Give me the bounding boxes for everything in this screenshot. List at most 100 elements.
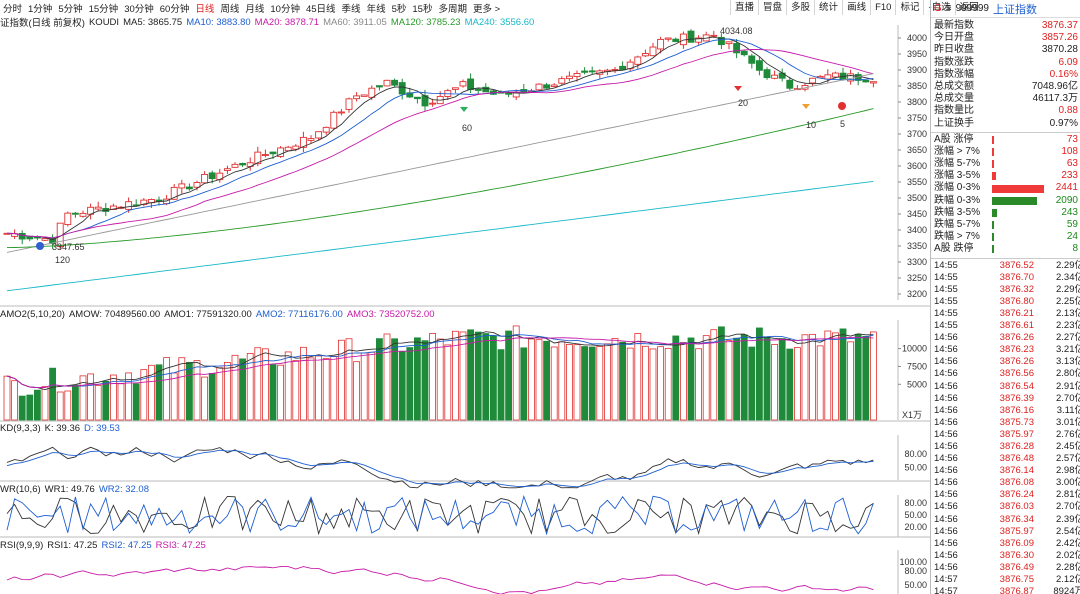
- tick-amount: 2.91亿: [1056, 380, 1080, 392]
- amo-header: AMO2(5,10,20) AMOW: 70489560.00 AMO1: 77…: [0, 309, 435, 320]
- tick-amount: 2.57亿: [1056, 453, 1080, 465]
- menu-icon[interactable]: ≡: [945, 3, 952, 14]
- price-axis-label: 3800: [907, 97, 927, 107]
- volume-bar: [155, 364, 163, 421]
- period-tab[interactable]: 45日线: [305, 3, 336, 15]
- volume-bar: [429, 333, 437, 421]
- price-axis-label: 3950: [907, 49, 927, 59]
- tick-price: 3876.34: [999, 513, 1034, 525]
- breadth-bar: [992, 135, 994, 144]
- period-tab[interactable]: 多周期: [438, 3, 467, 15]
- breadth-bar: [992, 160, 994, 169]
- volume-bar: [49, 367, 56, 421]
- tick-row: 14:56 3876.54 2.91亿: [931, 381, 1080, 393]
- period-tab[interactable]: 15分钟: [88, 3, 119, 15]
- breadth-label: 涨幅 0-3%: [934, 182, 981, 194]
- breadth-row: 涨幅 0-3% 2441: [931, 182, 1080, 194]
- breadth-count: 8: [1072, 243, 1078, 255]
- period-tab[interactable]: 5分钟: [58, 3, 83, 15]
- toolbar-button[interactable]: 返回: [954, 0, 983, 15]
- period-tab-bar: 分时 1分钟 5分钟 15分钟 30分钟 60分钟 日线 周线 月线 10分钟 45日线 季线 年线 5秒…: [0, 0, 930, 15]
- candle: [94, 206, 102, 210]
- candle: [406, 92, 414, 98]
- tick-row: 14:56 3876.49 2.28亿: [931, 562, 1080, 574]
- candle: [824, 74, 832, 80]
- tick-row: 14:56 3875.97 2.76亿: [931, 429, 1080, 441]
- toolbar-button[interactable]: F10: [870, 0, 895, 15]
- price-axis-label: 3750: [907, 113, 927, 123]
- rsi-title: RSI(9,9,9): [0, 540, 44, 551]
- period-tab[interactable]: 60分钟: [159, 3, 190, 15]
- amo-axis-label: 10000: [902, 344, 927, 354]
- chart-canvas[interactable]: 4000 3950 3900 3850 3800 3750 3700 3650 3600 3550…: [0, 0, 930, 594]
- breadth-bar: [992, 147, 994, 156]
- candle: [755, 60, 763, 71]
- volume-bar: [702, 335, 710, 421]
- tick-row: 14:56 3876.26 2.27亿: [931, 332, 1080, 344]
- candle: [292, 145, 300, 150]
- volume-bar: [763, 337, 771, 421]
- period-tab[interactable]: 年线: [366, 3, 386, 15]
- candle: [695, 37, 703, 43]
- signal-diamond-icon: [802, 104, 810, 109]
- amo2-line: [6, 334, 874, 389]
- tick-row: 14:56 3876.26 3.13亿: [931, 356, 1080, 368]
- candle: [284, 146, 292, 152]
- volume-bar: [626, 347, 634, 421]
- quote-label: 总成交额: [934, 80, 974, 92]
- amo-axis-label: 5000: [907, 379, 927, 389]
- quote-label: 上证换手: [934, 117, 974, 129]
- low-price-label: 3347.65: [52, 242, 85, 252]
- quote-label: 指数量比: [934, 105, 974, 117]
- tick-row: 14:57 3876.75 2.12亿: [931, 574, 1080, 586]
- volume-bar: [794, 347, 801, 421]
- toolbar-button[interactable]: 标记: [895, 0, 923, 15]
- tick-price: 3876.09: [999, 537, 1034, 549]
- tick-time: 14:56: [934, 356, 958, 368]
- quote-row: 最新指数 3876.37: [931, 20, 1080, 32]
- period-tab[interactable]: 30分钟: [124, 3, 154, 15]
- period-tab[interactable]: 月线: [245, 3, 265, 15]
- period-tab[interactable]: 10分钟: [270, 3, 300, 15]
- amow-value: AMOW: 70489560.00: [68, 309, 161, 320]
- quote-label: 今日开盘: [934, 32, 974, 44]
- tick-time: 14:56: [934, 549, 958, 561]
- rsi-axis-label: 50.00: [904, 580, 927, 590]
- volume-bar: [543, 340, 550, 421]
- period-tab[interactable]: 1分钟: [28, 3, 53, 15]
- toolbar-button[interactable]: 冒盘: [758, 0, 786, 15]
- period-tab[interactable]: 季线: [341, 3, 361, 15]
- volume-bar: [223, 362, 231, 421]
- volume-bar: [269, 364, 277, 421]
- toolbar-button[interactable]: 多股: [786, 0, 814, 15]
- tick-row: 14:56 3875.73 3.01亿: [931, 417, 1080, 429]
- period-tab[interactable]: 15秒: [412, 3, 433, 15]
- volume-bar: [444, 344, 452, 421]
- volume-bar: [185, 361, 193, 421]
- toolbar-button[interactable]: 画线: [842, 0, 870, 15]
- volume-bar: [56, 391, 64, 421]
- period-tab[interactable]: 更多 >: [472, 3, 501, 15]
- tick-amount: 2.80亿: [1056, 368, 1080, 380]
- tick-row: 14:56 3875.97 2.54亿: [931, 526, 1080, 538]
- period-tab[interactable]: 日线: [195, 3, 215, 15]
- tick-amount: 2.54亿: [1056, 525, 1080, 537]
- toolbar-button[interactable]: 统计: [814, 0, 842, 15]
- period-tab[interactable]: 周线: [220, 3, 240, 15]
- period-tab[interactable]: 5秒: [391, 3, 407, 15]
- volume-bar: [102, 380, 110, 421]
- toolbar-button[interactable]: -自选: [923, 0, 954, 15]
- marker-5: 5: [840, 119, 845, 129]
- price-axis-label: 3300: [907, 257, 927, 267]
- tick-amount: 2.25亿: [1056, 295, 1080, 307]
- candle: [664, 37, 672, 40]
- tick-time: 14:56: [934, 453, 958, 465]
- price-axis-label: 3450: [907, 209, 927, 219]
- volume-bar: [870, 331, 877, 421]
- tick-time: 14:55: [934, 320, 958, 332]
- volume-bar: [18, 395, 26, 421]
- volume-bar: [520, 347, 528, 421]
- tick-list[interactable]: 14:55 3876.52 2.29亿 14:55 3876.70 2.34亿 14:55 3…: [931, 257, 1080, 594]
- toolbar-button[interactable]: 直播: [730, 0, 758, 15]
- period-tab[interactable]: 分时: [3, 3, 23, 15]
